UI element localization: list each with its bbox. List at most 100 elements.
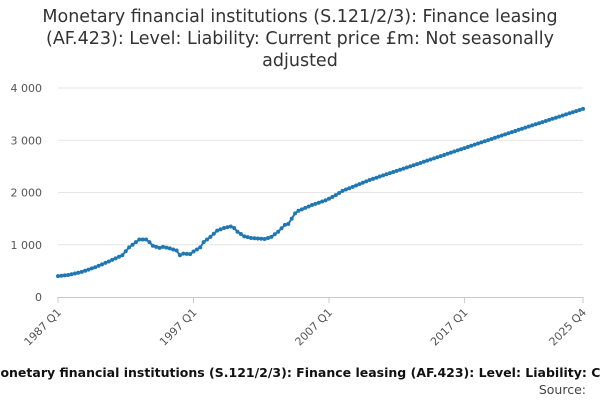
data-point: [232, 226, 237, 231]
data-point: [337, 191, 342, 196]
chart-title-line-1: Monetary financial institutions (S.121/2…: [42, 7, 558, 27]
data-point: [560, 113, 565, 118]
data-point: [330, 194, 335, 199]
y-tick-label: 3 000: [11, 134, 43, 147]
data-point: [157, 245, 162, 250]
data-point: [59, 273, 64, 278]
data-point: [137, 237, 142, 242]
data-point: [62, 273, 67, 278]
data-point: [100, 262, 105, 267]
data-point: [547, 117, 552, 122]
data-point: [374, 175, 379, 180]
data-point: [208, 234, 213, 239]
data-point: [127, 245, 132, 250]
data-point: [543, 119, 548, 123]
source-label: Source:: [538, 382, 586, 397]
data-point: [188, 252, 193, 257]
data-point: [506, 131, 511, 136]
data-point: [530, 123, 535, 128]
data-point: [225, 225, 230, 230]
data-point: [252, 236, 257, 241]
data-point: [110, 257, 115, 262]
data-point: [228, 224, 233, 229]
data-point: [516, 127, 521, 132]
data-point: [509, 130, 514, 135]
data-point: [181, 251, 186, 256]
series-caption: Monetary financial institutions (S.121/2…: [0, 365, 600, 380]
data-point: [513, 128, 518, 133]
data-point: [343, 187, 348, 192]
data-point: [340, 188, 345, 193]
data-point: [238, 232, 243, 237]
data-point: [536, 121, 541, 126]
data-point: [415, 162, 420, 167]
data-point: [472, 142, 477, 147]
data-point: [428, 157, 433, 162]
data-point: [83, 268, 88, 273]
data-point: [476, 141, 480, 146]
data-point: [72, 271, 77, 276]
data-point: [120, 253, 125, 258]
data-point: [201, 240, 206, 245]
y-tick-label: 2 000: [11, 187, 43, 200]
data-point: [425, 158, 430, 163]
data-point: [89, 266, 94, 271]
y-tick-label: 4 000: [11, 82, 43, 95]
grid-lines: [58, 87, 583, 246]
data-point: [161, 244, 165, 249]
data-point: [113, 256, 118, 261]
data-point: [299, 207, 304, 212]
data-point: [445, 151, 450, 156]
data-point: [184, 251, 189, 256]
data-point: [455, 148, 460, 153]
data-point: [245, 235, 250, 240]
data-point: [496, 134, 501, 139]
data-point: [459, 147, 464, 152]
data-point: [435, 155, 440, 160]
data-point: [177, 253, 182, 258]
data-point: [269, 234, 274, 239]
data-point: [401, 166, 406, 171]
data-point: [218, 227, 223, 232]
data-point: [550, 116, 555, 121]
data-point: [377, 174, 382, 179]
axes: [57, 297, 584, 303]
data-point: [354, 183, 359, 188]
data-point: [249, 235, 254, 240]
data-point: [567, 111, 572, 116]
chart-title: Monetary financial institutions (S.121/2…: [0, 6, 600, 72]
data-point: [486, 138, 491, 143]
data-point: [581, 106, 585, 111]
data-point: [320, 199, 325, 204]
data-point: [520, 126, 525, 131]
data-point: [326, 196, 331, 201]
data-point: [164, 245, 169, 250]
data-point: [350, 184, 355, 189]
data-point: [276, 229, 281, 234]
data-point: [394, 168, 399, 173]
data-point: [255, 236, 260, 241]
data-point: [303, 205, 308, 210]
data-point: [235, 229, 240, 234]
data-point: [259, 236, 264, 241]
data-point: [313, 201, 318, 206]
data-point: [323, 198, 328, 203]
y-tick-label: 1 000: [11, 239, 43, 252]
data-point: [523, 125, 528, 130]
data-point: [391, 170, 396, 175]
data-point: [465, 144, 470, 149]
data-point: [462, 146, 467, 151]
data-point: [86, 267, 91, 272]
data-point: [96, 263, 101, 268]
data-point: [384, 172, 389, 177]
data-point: [133, 240, 138, 245]
x-axis-tick-labels: 1987 Q1 1997 Q1 2007 Q1 2017 Q1 2025 Q4: [22, 306, 590, 349]
data-point: [489, 136, 494, 141]
x-tick-label: 2025 Q4: [547, 306, 590, 349]
data-point: [526, 124, 531, 129]
data-point: [564, 112, 569, 117]
data-point: [167, 246, 172, 251]
data-point: [360, 180, 365, 185]
data-point: [66, 273, 71, 278]
data-point: [174, 248, 179, 253]
